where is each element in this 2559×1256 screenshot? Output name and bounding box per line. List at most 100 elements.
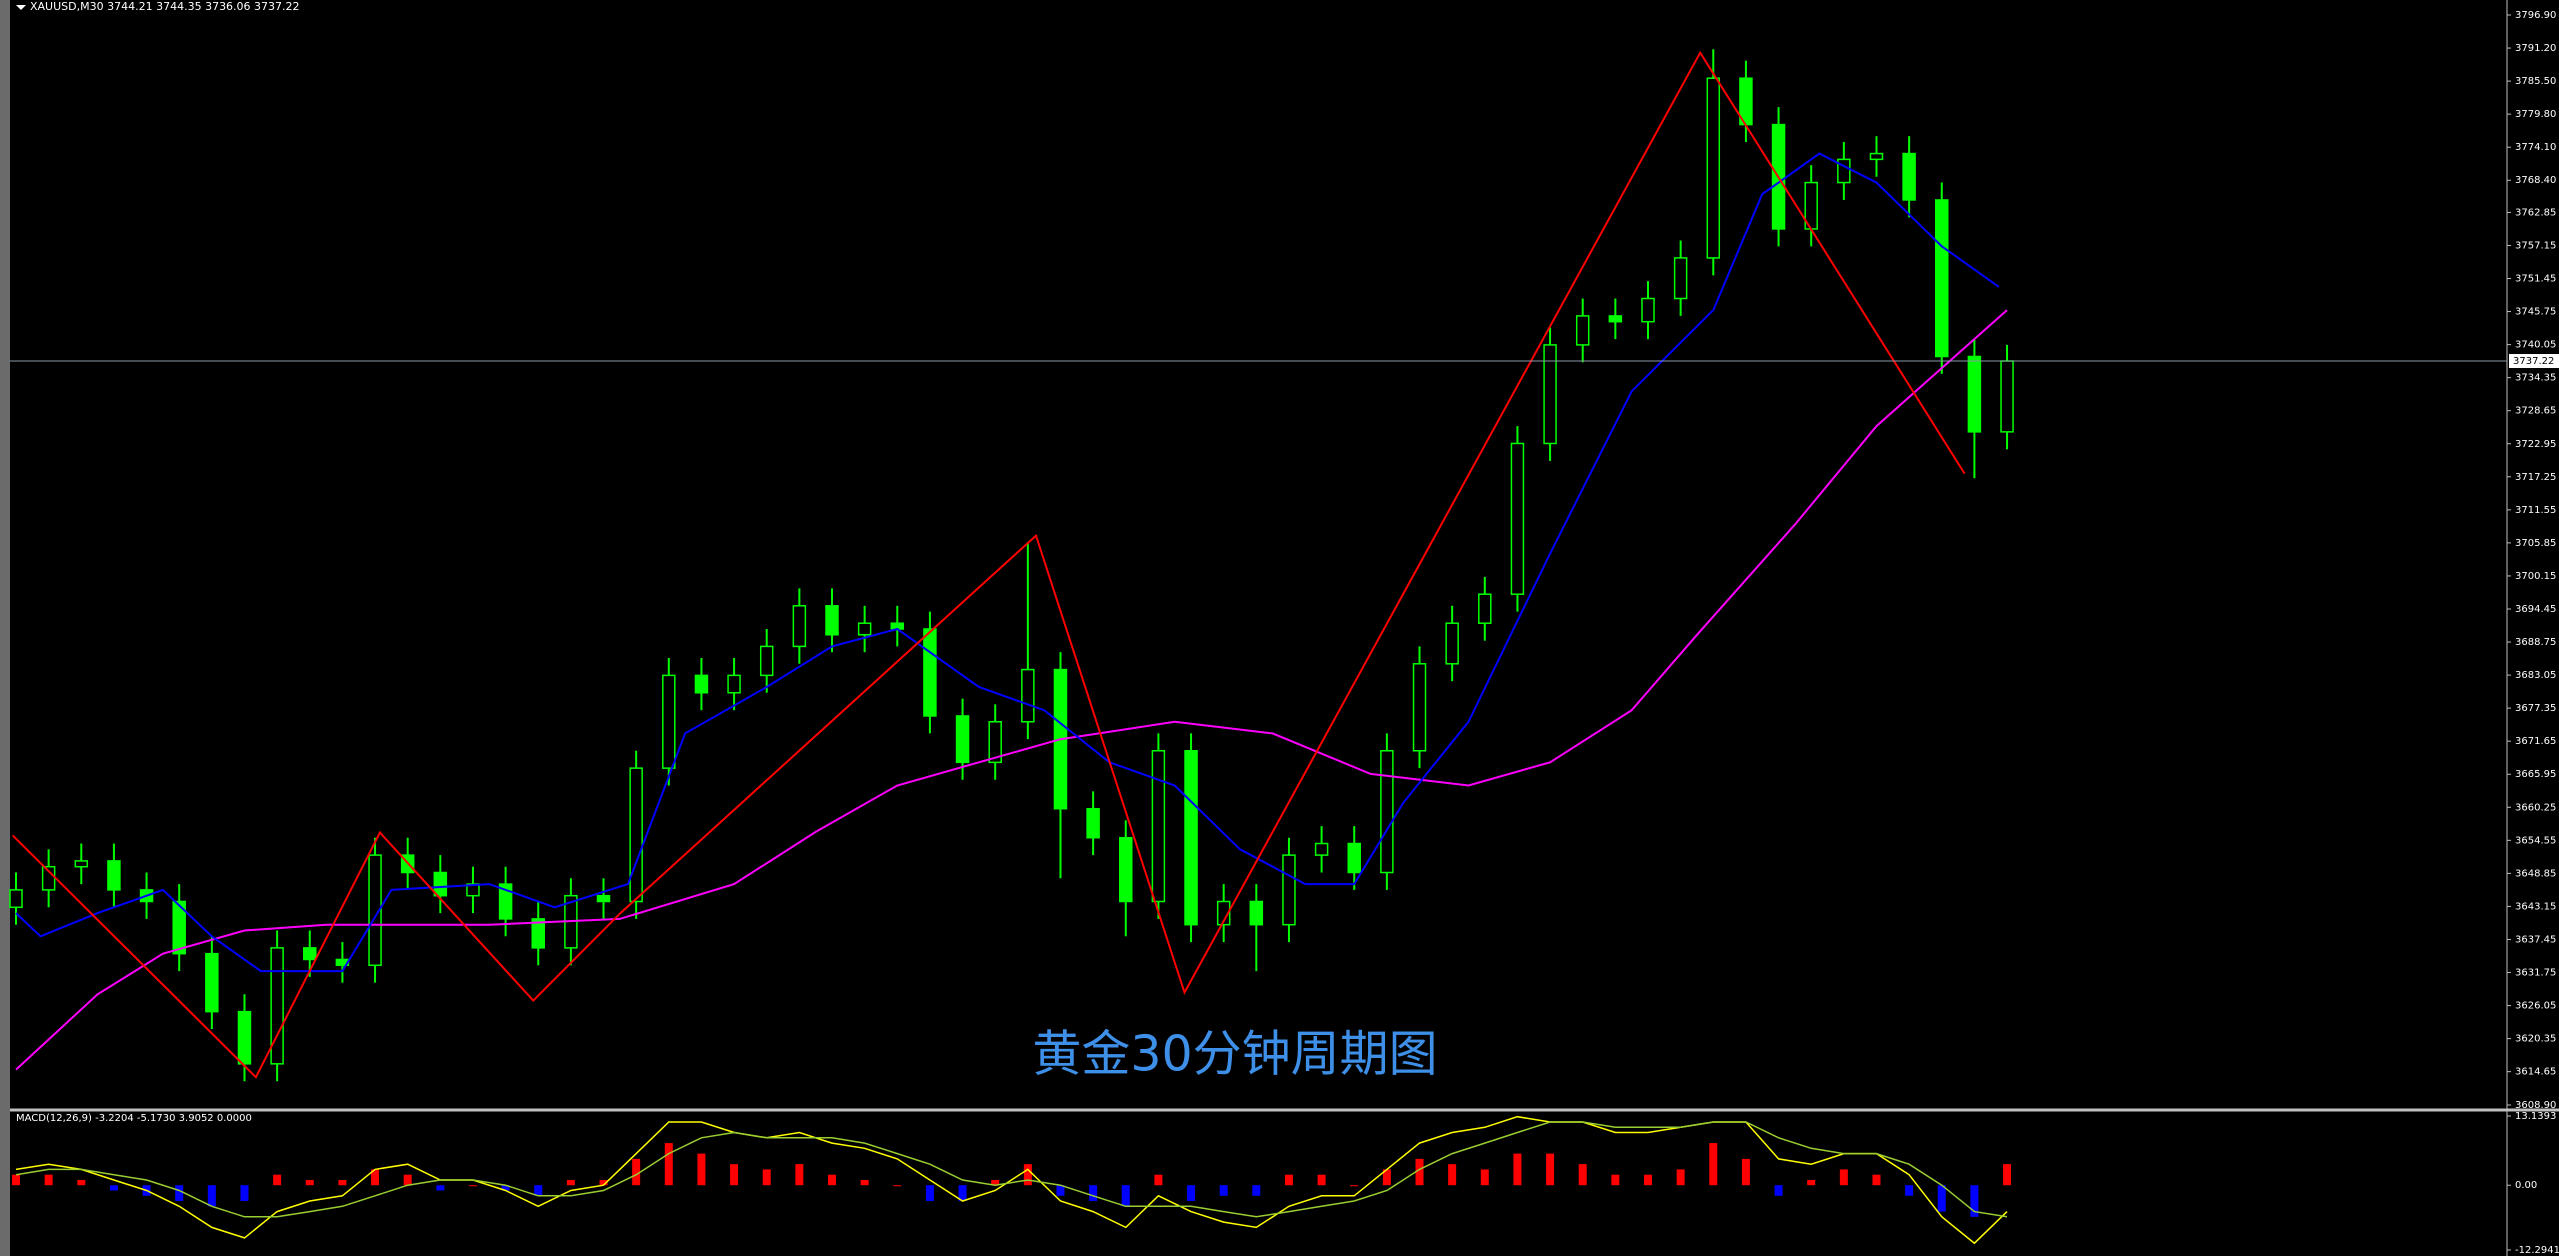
y-tick-label: 3683.05 xyxy=(2515,670,2556,681)
candle-body xyxy=(727,674,741,694)
candle-body xyxy=(1151,750,1166,903)
macd-bar xyxy=(12,1174,20,1186)
candle-body xyxy=(1673,257,1688,300)
symbol-header: XAUUSD,M30 3744.21 3744.35 3736.06 3737.… xyxy=(30,0,300,13)
macd-header: MACD(12,26,9) -3.2204 -5.1730 3.9052 0.0… xyxy=(16,1113,252,1124)
macd-bar xyxy=(1056,1185,1065,1196)
candle-body xyxy=(825,605,839,636)
y-tick-label: 13.1393 xyxy=(2515,1111,2556,1122)
candle-body xyxy=(74,860,89,868)
candle-body xyxy=(988,721,1002,764)
macd-bar xyxy=(664,1143,673,1186)
macd-bar xyxy=(1839,1169,1848,1186)
candle-body xyxy=(1119,836,1133,903)
candle-body xyxy=(1021,668,1035,723)
y-tick-label: 3745.75 xyxy=(2515,307,2556,318)
candle-body xyxy=(662,674,676,769)
macd-bar xyxy=(1415,1158,1424,1186)
indicator-line xyxy=(15,309,2008,1071)
macd-bar xyxy=(958,1185,967,1202)
y-tick-label: 3785.50 xyxy=(2515,76,2556,87)
candle-body xyxy=(1608,315,1623,323)
macd-bar xyxy=(828,1174,836,1186)
y-tick-label: 3791.20 xyxy=(2515,43,2556,54)
y-tick-label: 3734.35 xyxy=(2515,373,2556,384)
y-tick-label: 3614.65 xyxy=(2515,1067,2556,1078)
macd-bar xyxy=(1611,1174,1620,1186)
candle-body xyxy=(1445,622,1459,665)
macd-bar xyxy=(403,1174,412,1186)
macd-bar xyxy=(1676,1169,1685,1186)
y-tick-label: 3648.85 xyxy=(2515,868,2556,879)
macd-line xyxy=(15,1115,2008,1245)
candle-body xyxy=(1641,297,1655,323)
y-tick-label: 3700.15 xyxy=(2515,571,2556,582)
y-tick-label: 3694.45 xyxy=(2515,604,2556,615)
macd-bar xyxy=(1023,1164,1032,1186)
macd-bar xyxy=(1709,1143,1718,1186)
macd-bar xyxy=(1480,1169,1489,1186)
y-tick-label: 3660.25 xyxy=(2515,802,2556,813)
candle-body xyxy=(1478,593,1492,624)
macd-bar xyxy=(273,1174,282,1186)
candle-body xyxy=(629,767,643,903)
candle-body xyxy=(1380,750,1394,874)
macd-bar xyxy=(338,1179,347,1186)
macd-bar xyxy=(2003,1164,2012,1186)
candle-body xyxy=(107,860,121,891)
macd-bar xyxy=(371,1169,380,1186)
macd-bar xyxy=(1219,1185,1228,1196)
current-price-box xyxy=(2509,354,2559,369)
y-tick-label: 3626.05 xyxy=(2515,1001,2556,1012)
menu-arrow[interactable] xyxy=(16,5,26,10)
candle-body xyxy=(792,605,807,648)
macd-bar xyxy=(1774,1185,1783,1196)
macd-bar xyxy=(795,1164,804,1186)
macd-bar xyxy=(599,1179,608,1186)
candle-body xyxy=(1184,750,1198,926)
candle-body xyxy=(1216,900,1231,926)
y-tick-label: 3705.85 xyxy=(2515,538,2556,549)
y-tick-label: 3740.05 xyxy=(2515,340,2556,351)
macd-bar xyxy=(566,1179,575,1186)
candle-body xyxy=(2000,360,2014,433)
macd-bar xyxy=(1187,1185,1196,1202)
y-tick-label: 3671.65 xyxy=(2515,736,2556,747)
candle-body xyxy=(596,894,611,903)
macd-bar xyxy=(1644,1174,1652,1186)
macd-bar xyxy=(1252,1185,1261,1196)
y-tick-label: -12.2941 xyxy=(2515,1245,2559,1256)
candle-body xyxy=(1086,807,1100,839)
candle-body xyxy=(172,900,186,955)
macd-bar xyxy=(77,1179,86,1186)
candle-body xyxy=(1314,842,1329,856)
y-tick-label: 3722.95 xyxy=(2515,439,2556,450)
candle-body xyxy=(1869,152,1884,161)
y-tick-label: 3620.35 xyxy=(2515,1034,2556,1045)
candle-body xyxy=(923,628,937,717)
candle-body xyxy=(955,715,970,764)
candle-body xyxy=(433,871,448,897)
macd-bar xyxy=(305,1179,314,1186)
macd-bar xyxy=(1448,1164,1457,1186)
candle-body xyxy=(857,622,872,636)
macd-bar xyxy=(860,1179,869,1186)
candle-body xyxy=(1282,854,1296,926)
candle-body xyxy=(1706,77,1721,259)
y-tick-label: 3637.45 xyxy=(2515,934,2556,945)
y-tick-label: 3796.90 xyxy=(2515,10,2556,21)
macd-bar xyxy=(468,1185,477,1187)
macd-bar xyxy=(1154,1174,1163,1186)
macd-bar xyxy=(925,1185,934,1202)
candle-body xyxy=(270,947,284,1065)
macd-bar xyxy=(1121,1185,1130,1207)
macd-bar xyxy=(632,1158,641,1186)
macd-bar xyxy=(1317,1174,1326,1186)
candle-body xyxy=(1935,199,1949,358)
macd-bar xyxy=(44,1174,53,1186)
macd-bar xyxy=(207,1185,216,1207)
chart-annotation: 黄金30分钟周期图 xyxy=(1032,1026,1437,1083)
y-tick-label: 3768.40 xyxy=(2515,175,2556,186)
indicator-line xyxy=(15,152,2000,973)
